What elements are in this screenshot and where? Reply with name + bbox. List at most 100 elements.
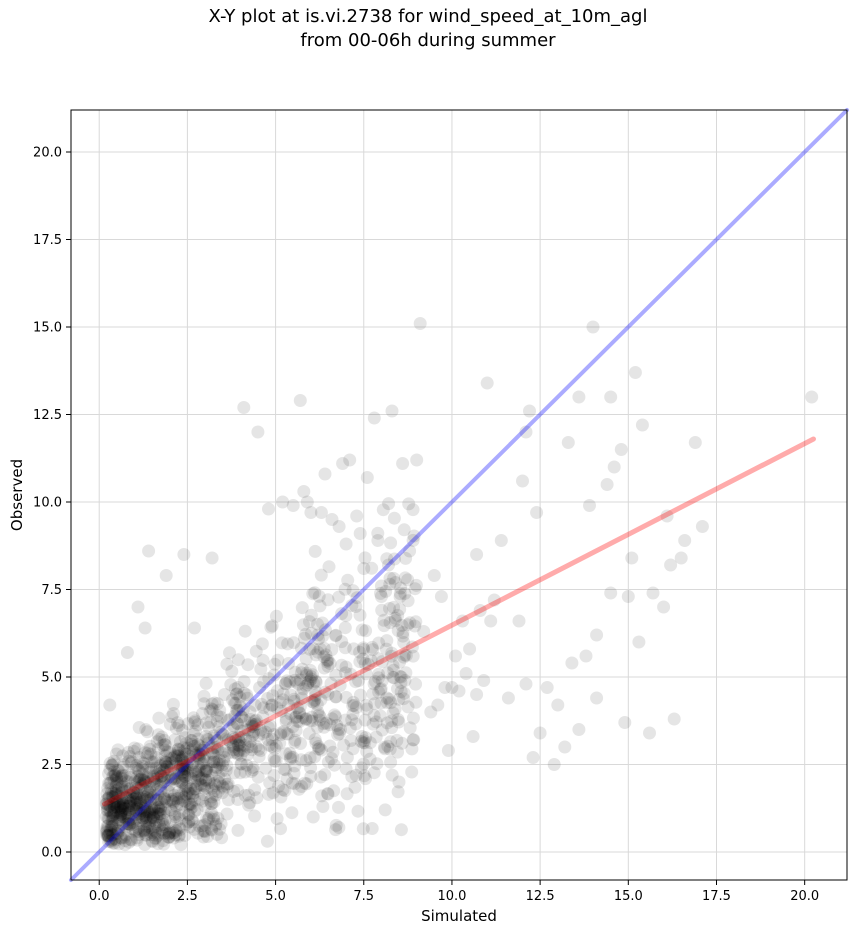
data-point: [325, 752, 339, 765]
data-point: [369, 715, 383, 729]
data-point: [116, 797, 130, 811]
axes-frame: [70, 109, 848, 881]
data-point: [305, 695, 319, 709]
data-point: [243, 796, 257, 810]
data-point: [115, 775, 128, 789]
data-point: [206, 703, 220, 717]
data-point: [338, 582, 352, 596]
data-point: [388, 552, 401, 566]
data-point: [149, 761, 163, 775]
data-point: [118, 811, 132, 825]
data-point: [409, 615, 423, 629]
data-point: [169, 771, 183, 785]
data-point: [234, 724, 248, 738]
data-point: [237, 401, 251, 414]
data-point: [401, 573, 415, 587]
data-point: [111, 794, 124, 808]
data-point: [241, 658, 255, 672]
data-point: [114, 801, 128, 814]
data-point: [108, 788, 122, 802]
data-point: [122, 835, 136, 849]
data-point: [108, 795, 122, 809]
data-point: [176, 723, 190, 737]
data-point: [138, 775, 152, 789]
data-point: [295, 691, 309, 705]
data-point: [120, 791, 134, 805]
data-point: [150, 783, 164, 796]
data-point: [122, 812, 136, 826]
x-axis-label: Simulated: [421, 907, 497, 925]
data-point: [100, 828, 113, 842]
data-point: [121, 814, 135, 828]
data-point: [657, 600, 671, 614]
data-point: [533, 726, 547, 740]
data-point: [374, 586, 387, 600]
data-point: [267, 668, 281, 682]
data-point: [106, 828, 120, 842]
data-point: [328, 708, 341, 722]
data-point: [213, 822, 227, 836]
x-tick-label: 2.5: [177, 889, 198, 904]
data-point: [105, 759, 119, 773]
data-point: [244, 765, 258, 779]
data-point: [124, 812, 138, 826]
data-point: [129, 825, 143, 839]
x-tick-label: 12.5: [526, 889, 555, 904]
data-point: [231, 823, 245, 837]
data-point: [363, 752, 377, 766]
data-point: [288, 665, 302, 679]
data-point: [403, 544, 417, 558]
data-point: [137, 756, 151, 770]
data-point: [226, 693, 239, 707]
data-point: [198, 764, 212, 777]
data-point: [262, 672, 276, 686]
data-point: [292, 706, 306, 720]
data-point: [136, 811, 150, 825]
data-point: [175, 767, 188, 780]
data-point: [280, 674, 294, 688]
data-point: [128, 795, 142, 809]
data-point: [145, 803, 159, 817]
data-point: [174, 752, 188, 766]
data-point: [409, 578, 423, 592]
data-point: [141, 746, 155, 760]
data-point: [674, 551, 688, 565]
data-point: [628, 366, 642, 379]
data-point: [228, 731, 242, 745]
data-point: [274, 704, 288, 718]
data-point: [501, 691, 515, 705]
data-point: [321, 659, 335, 673]
data-point: [207, 729, 221, 743]
data-point: [283, 746, 297, 760]
data-point: [434, 590, 448, 603]
data-point: [688, 436, 702, 449]
data-point: [230, 703, 244, 717]
data-point: [211, 785, 225, 799]
data-point: [150, 778, 164, 791]
data-point: [540, 681, 554, 694]
data-point: [184, 733, 198, 747]
data-point: [372, 685, 386, 699]
data-point: [182, 808, 196, 822]
data-point: [114, 804, 128, 818]
data-point: [385, 714, 399, 728]
data-point: [279, 763, 293, 777]
data-point: [197, 697, 211, 711]
data-point: [193, 772, 207, 786]
data-point: [159, 569, 173, 582]
data-point: [133, 773, 147, 786]
data-point: [165, 770, 179, 784]
data-point: [519, 677, 533, 691]
data-point: [403, 721, 417, 735]
data-point: [139, 790, 153, 804]
data-point: [172, 742, 185, 756]
data-point: [111, 769, 125, 783]
y-tick-label: 10.0: [33, 496, 62, 511]
data-point: [192, 751, 206, 765]
data-point: [139, 800, 152, 814]
y-tick-label: 20.0: [33, 146, 62, 161]
data-point: [187, 745, 201, 759]
data-point: [621, 590, 635, 603]
data-point: [132, 791, 146, 805]
data-point: [397, 686, 411, 700]
